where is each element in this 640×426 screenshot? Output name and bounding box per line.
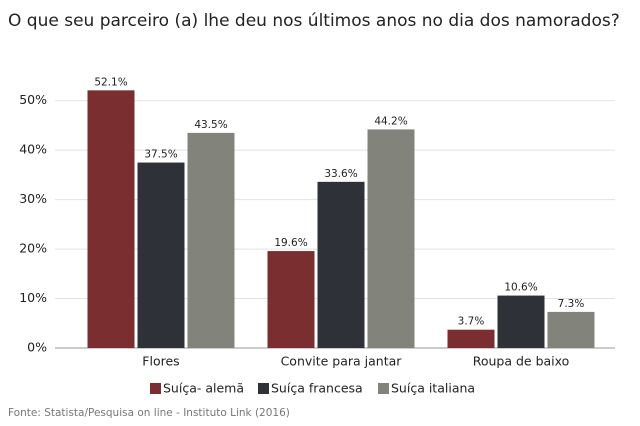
x-tick-label: Convite para jantar <box>281 354 403 369</box>
legend-swatch <box>150 383 161 394</box>
value-label: 3.7% <box>458 316 485 328</box>
bar <box>547 311 595 348</box>
y-tick-label: 30% <box>19 191 47 206</box>
value-label: 37.5% <box>144 149 177 161</box>
legend-label: Suíça italiana <box>391 381 475 396</box>
bar <box>87 90 135 348</box>
value-label: 7.3% <box>558 298 585 310</box>
value-label: 52.1% <box>94 76 127 88</box>
bar <box>497 295 545 348</box>
y-tick-label: 0% <box>27 340 47 355</box>
legend-swatch <box>258 383 269 394</box>
value-label: 43.5% <box>194 119 227 131</box>
bar <box>267 251 315 348</box>
legend-label: Suíça francesa <box>271 381 363 396</box>
x-tick-label: Flores <box>142 354 179 369</box>
legend-label: Suíça- alemã <box>163 381 244 396</box>
bar <box>317 181 365 348</box>
y-tick-label: 20% <box>19 241 47 256</box>
y-tick-label: 10% <box>19 290 47 305</box>
x-tick-label: Roupa de baixo <box>473 354 570 369</box>
bar <box>187 132 235 348</box>
source-note: Fonte: Statista/Pesquisa on line - Insti… <box>8 407 290 419</box>
y-tick-label: 40% <box>19 142 47 157</box>
value-label: 44.2% <box>374 115 407 127</box>
value-label: 10.6% <box>504 282 537 294</box>
value-label: 19.6% <box>274 237 307 249</box>
value-label: 33.6% <box>324 168 357 180</box>
legend-swatch <box>378 383 389 394</box>
bar <box>447 329 495 348</box>
bar <box>367 129 415 348</box>
bar <box>137 162 185 348</box>
chart-title: O que seu parceiro (a) lhe deu nos últim… <box>8 11 620 31</box>
y-tick-label: 50% <box>19 92 47 107</box>
